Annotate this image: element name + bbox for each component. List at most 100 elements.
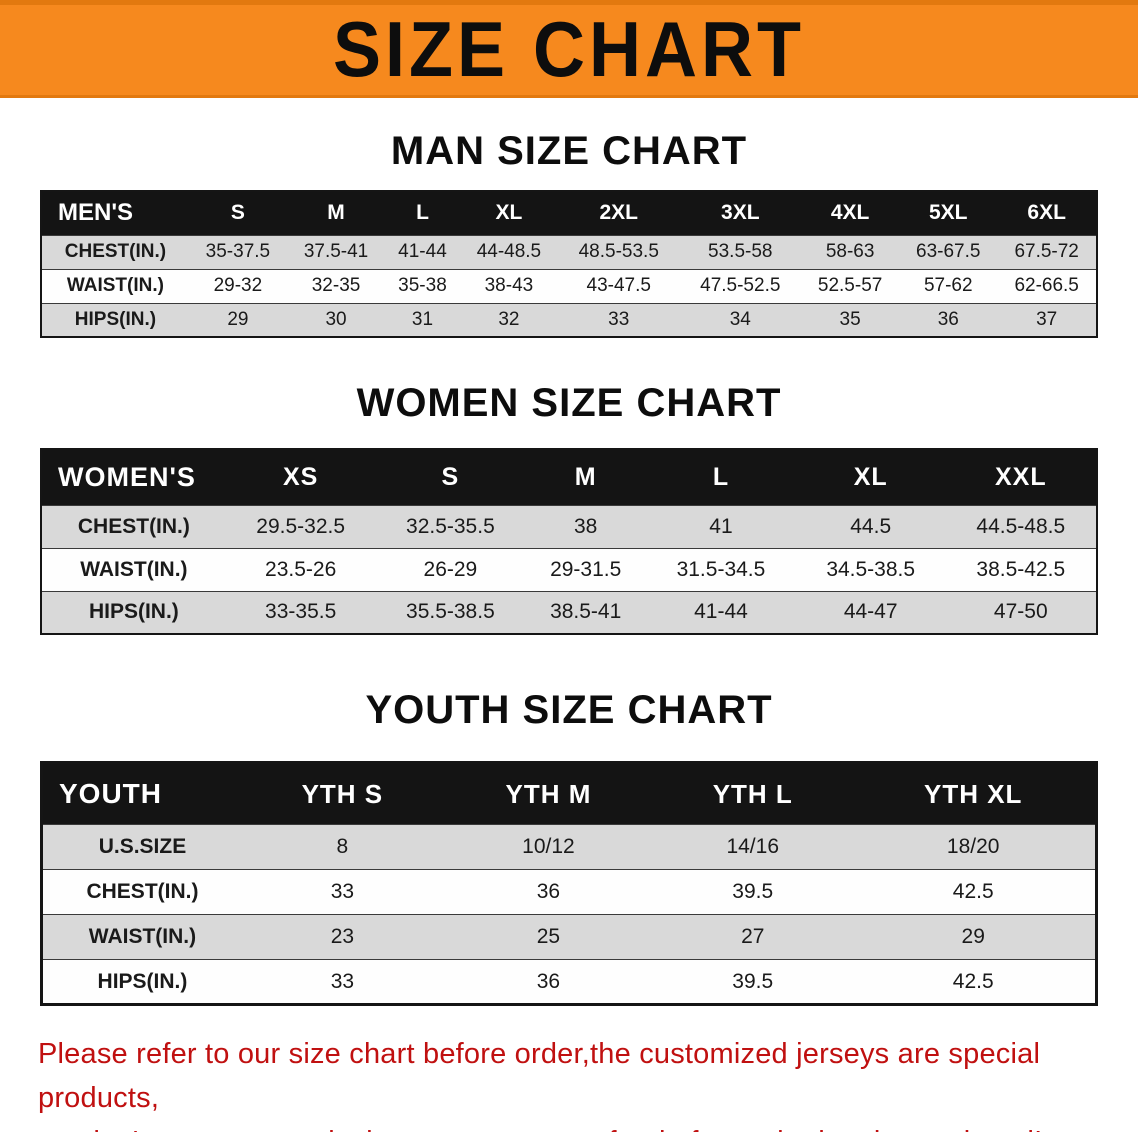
women-size-table: WOMEN'S XS S M L XL XXL CHEST(IN.) 29.5-32.5 32.5… [40,448,1098,635]
footer-notice: Please refer to our size chart before or… [38,1032,1100,1132]
size-value-cell: 29 [851,914,1097,960]
size-value-cell: 48.5-53.5 [557,234,680,269]
size-value-cell: 14/16 [654,824,852,870]
size-value-cell: 33 [241,959,443,1005]
size-value-cell: 10/12 [442,824,655,870]
table-header-row: WOMEN'S XS S M L XL XXL [41,449,1097,505]
table-row: CHEST(IN.) 35-37.5 37.5-41 41-44 44-48.5 48.5… [41,234,1097,269]
table-header-row: YOUTH YTH S YTH M YTH L YTH XL [41,762,1097,825]
size-value-cell: 29-32 [188,268,287,303]
page-title: SIZE CHART [333,6,805,94]
size-value-cell: 43-47.5 [557,268,680,303]
size-value-cell: 41 [646,504,796,548]
youth-size-table: YOUTH YTH S YTH M YTH L YTH XL U.S.SIZE 8 10/12… [40,761,1098,1006]
size-value-cell: 18/20 [851,824,1097,870]
size-column-header: XL [795,449,946,505]
size-value-cell: 25 [442,914,655,960]
table-row: WAIST(IN.) 23 25 27 29 [41,914,1097,960]
notice-line-1: Please refer to our size chart before or… [38,1038,1041,1114]
size-value-cell: 38.5-41 [525,590,647,634]
size-column-header: XXL [945,449,1097,505]
men-size-table: MEN'S S M L XL 2XL 3XL 4XL 5XL 6XL CHEST(IN.) 35-37… [40,190,1098,338]
table-row: WAIST(IN.) 23.5-26 26-29 29-31.5 31.5-34.5 34… [41,547,1097,591]
size-column-header: XS [225,449,376,505]
size-value-cell: 42.5 [851,869,1097,915]
size-column-header: YTH M [442,762,655,825]
size-value-cell: 38 [525,504,647,548]
size-column-header: M [525,449,647,505]
women-section: WOMEN SIZE CHART WOMEN'S XS S M L XL XXL CHEST(… [0,380,1138,635]
table-row: U.S.SIZE 8 10/12 14/16 18/20 [41,824,1097,870]
row-label: CHEST(IN.) [41,504,226,548]
table-title-cell: WOMEN'S [41,449,226,505]
table-title-cell: YOUTH [41,762,242,825]
table-row: HIPS(IN.) 33-35.5 35.5-38.5 38.5-41 41-44 44-… [41,590,1097,634]
size-value-cell: 8 [241,824,443,870]
size-value-cell: 41-44 [385,234,460,269]
size-value-cell: 33 [557,302,680,337]
size-value-cell: 27 [654,914,852,960]
size-value-cell: 35.5-38.5 [375,590,526,634]
size-value-cell: 44.5-48.5 [945,504,1097,548]
row-label: WAIST(IN.) [41,547,226,591]
size-column-header: M [286,191,386,235]
row-label: HIPS(IN.) [41,302,189,337]
size-value-cell: 35 [801,302,900,337]
size-value-cell: 30 [286,302,386,337]
size-value-cell: 44.5 [795,504,946,548]
table-header-row: MEN'S S M L XL 2XL 3XL 4XL 5XL 6XL [41,191,1097,235]
size-value-cell: 35-37.5 [188,234,287,269]
section-heading-men: MAN SIZE CHART [390,129,748,173]
size-value-cell: 34 [679,302,802,337]
table-row: HIPS(IN.) 33 36 39.5 42.5 [41,959,1097,1005]
section-heading-women: WOMEN SIZE CHART [356,381,782,425]
size-value-cell: 38.5-42.5 [945,547,1097,591]
size-column-header: YTH S [241,762,443,825]
size-value-cell: 53.5-58 [679,234,802,269]
size-value-cell: 29.5-32.5 [225,504,376,548]
size-column-header: YTH XL [851,762,1097,825]
size-value-cell: 33-35.5 [225,590,376,634]
men-section: MAN SIZE CHART MEN'S S M L XL 2XL 3XL 4XL 5XL 6XL… [0,128,1138,338]
row-label: HIPS(IN.) [41,590,226,634]
size-value-cell: 41-44 [646,590,796,634]
size-value-cell: 67.5-72 [997,234,1097,269]
size-column-header: L [385,191,460,235]
size-value-cell: 23 [241,914,443,960]
size-value-cell: 32 [459,302,558,337]
size-value-cell: 39.5 [654,959,852,1005]
size-value-cell: 36 [442,869,655,915]
row-label: CHEST(IN.) [41,869,242,915]
section-heading-youth: YOUTH SIZE CHART [365,688,773,732]
table-row: CHEST(IN.) 33 36 39.5 42.5 [41,869,1097,915]
size-value-cell: 44-47 [795,590,946,634]
size-column-header: L [646,449,796,505]
notice-line-2: we don't accept cancel, change, teturn o… [38,1120,1100,1132]
size-value-cell: 32.5-35.5 [375,504,526,548]
size-value-cell: 23.5-26 [225,547,376,591]
size-value-cell: 52.5-57 [801,268,900,303]
table-row: HIPS(IN.) 29 30 31 32 33 34 35 36 37 [41,302,1097,337]
size-value-cell: 35-38 [385,268,460,303]
table-row: WAIST(IN.) 29-32 32-35 35-38 38-43 43-47.5 47.… [41,268,1097,303]
row-label: CHEST(IN.) [41,234,189,269]
size-column-header: XL [459,191,558,235]
size-value-cell: 62-66.5 [997,268,1097,303]
size-value-cell: 31 [385,302,460,337]
size-value-cell: 42.5 [851,959,1097,1005]
table-row: CHEST(IN.) 29.5-32.5 32.5-35.5 38 41 44.5 44.5… [41,504,1097,548]
size-column-header: 6XL [997,191,1097,235]
size-value-cell: 31.5-34.5 [646,547,796,591]
size-value-cell: 37.5-41 [286,234,386,269]
size-value-cell: 44-48.5 [459,234,558,269]
banner: SIZE CHART [0,0,1138,98]
size-value-cell: 29 [188,302,287,337]
size-value-cell: 36 [899,302,998,337]
size-value-cell: 39.5 [654,869,852,915]
size-value-cell: 38-43 [459,268,558,303]
table-title-cell: MEN'S [41,191,189,235]
size-value-cell: 29-31.5 [525,547,647,591]
size-column-header: 3XL [679,191,802,235]
size-column-header: 4XL [801,191,900,235]
